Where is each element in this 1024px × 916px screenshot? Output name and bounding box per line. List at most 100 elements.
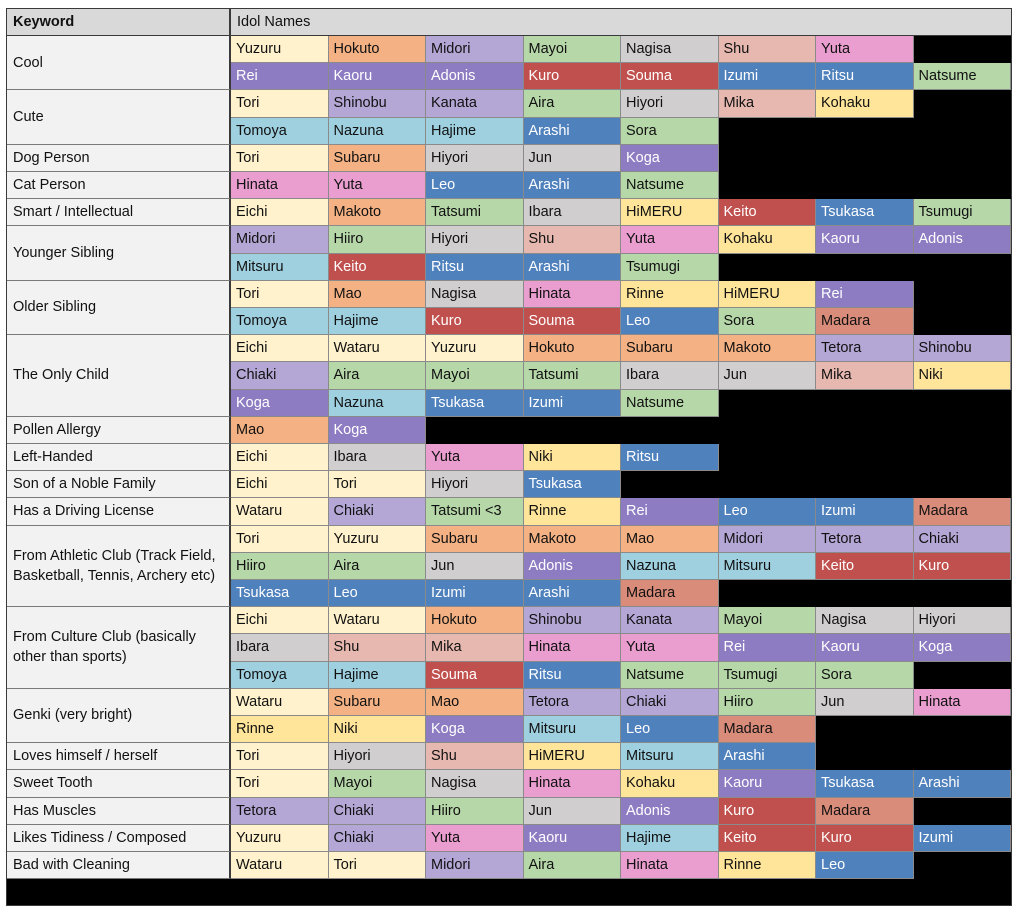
idol-name-cell[interactable]: Hiiro bbox=[718, 688, 816, 716]
idol-name-cell[interactable]: Tori bbox=[231, 743, 329, 771]
idol-name-cell[interactable]: Aira bbox=[328, 362, 426, 390]
idol-name-cell[interactable]: Rei bbox=[231, 63, 329, 91]
idol-name-cell[interactable]: Yuta bbox=[621, 634, 719, 662]
idol-name-cell[interactable]: Leo bbox=[718, 498, 816, 526]
idol-name-cell[interactable]: Arashi bbox=[523, 172, 621, 200]
idol-name-cell[interactable]: Tsukasa bbox=[231, 579, 329, 608]
idol-name-cell[interactable]: Rei bbox=[621, 498, 719, 526]
idol-name-cell[interactable]: Shu bbox=[328, 634, 426, 662]
idol-name-cell[interactable]: Ritsu bbox=[816, 63, 914, 91]
idol-name-cell[interactable]: Koga bbox=[426, 715, 524, 744]
keyword-cell[interactable]: Likes Tidiness / Composed bbox=[7, 824, 231, 852]
idol-name-cell[interactable]: Keito bbox=[816, 552, 914, 580]
idol-name-cell[interactable]: Tomoya bbox=[231, 307, 329, 336]
keyword-column-header[interactable]: Keyword bbox=[7, 9, 231, 36]
keyword-cell[interactable]: Cool bbox=[7, 36, 231, 91]
idol-name-cell[interactable]: Ibara bbox=[328, 444, 426, 472]
idol-name-cell[interactable]: Adonis bbox=[621, 797, 719, 825]
idol-name-cell[interactable]: Nagisa bbox=[426, 770, 524, 798]
idol-name-cell[interactable]: Mitsuru bbox=[621, 743, 719, 771]
idol-name-cell[interactable]: Arashi bbox=[523, 117, 621, 145]
keyword-cell[interactable]: Has a Driving License bbox=[7, 498, 231, 526]
idol-name-cell[interactable]: Hokuto bbox=[328, 36, 426, 64]
idol-name-cell[interactable]: Mitsuru bbox=[718, 552, 816, 580]
idol-name-cell[interactable]: Jun bbox=[816, 688, 914, 716]
idol-name-cell[interactable]: Hajime bbox=[621, 824, 719, 852]
idol-name-cell[interactable]: Nagisa bbox=[816, 607, 914, 635]
idol-name-cell[interactable]: Shinobu bbox=[913, 335, 1011, 363]
idol-name-cell[interactable]: Hiyori bbox=[426, 471, 524, 499]
idol-name-cell[interactable]: Yuzuru bbox=[426, 335, 524, 363]
idol-name-cell[interactable]: Jun bbox=[523, 144, 621, 172]
idol-name-cell[interactable]: Rinne bbox=[621, 280, 719, 308]
idol-name-cell[interactable]: Midori bbox=[426, 36, 524, 64]
idol-name-cell[interactable]: Niki bbox=[913, 362, 1011, 390]
idol-name-cell[interactable]: Hiiro bbox=[328, 226, 426, 254]
idol-name-cell[interactable]: HiMERU bbox=[621, 199, 719, 227]
idol-name-cell[interactable]: Mao bbox=[231, 416, 329, 444]
idol-name-cell[interactable]: Aira bbox=[523, 90, 621, 118]
idol-name-cell[interactable]: Hokuto bbox=[426, 607, 524, 635]
idol-name-cell[interactable]: Leo bbox=[328, 579, 426, 608]
idol-name-cell[interactable]: Arashi bbox=[523, 253, 621, 281]
idol-name-cell[interactable]: Chiaki bbox=[328, 824, 426, 852]
idol-name-cell[interactable]: Nagisa bbox=[621, 36, 719, 64]
idol-name-cell[interactable]: Midori bbox=[718, 525, 816, 553]
idol-name-cell[interactable]: Tatsumi bbox=[426, 199, 524, 227]
idol-name-cell[interactable]: Adonis bbox=[523, 552, 621, 580]
idol-name-cell[interactable]: Yuta bbox=[621, 226, 719, 254]
idol-name-cell[interactable]: Madara bbox=[621, 579, 719, 608]
idol-name-cell[interactable]: Aira bbox=[523, 852, 621, 880]
idol-name-cell[interactable]: Leo bbox=[621, 307, 719, 336]
keyword-cell[interactable]: Cat Person bbox=[7, 172, 231, 200]
idol-name-cell[interactable]: Rinne bbox=[523, 498, 621, 526]
idol-name-cell[interactable]: Tori bbox=[328, 852, 426, 880]
idol-name-cell[interactable]: Makoto bbox=[718, 335, 816, 363]
idol-name-cell[interactable]: Hiyori bbox=[426, 226, 524, 254]
idol-name-cell[interactable]: Nazuna bbox=[328, 117, 426, 145]
idol-name-cell[interactable]: Tatsumi bbox=[523, 362, 621, 390]
idol-name-cell[interactable]: Adonis bbox=[913, 226, 1011, 254]
idol-name-cell[interactable]: Hiiro bbox=[231, 552, 329, 580]
idol-name-cell[interactable]: Hinata bbox=[621, 852, 719, 880]
idol-name-cell[interactable]: Hiyori bbox=[328, 743, 426, 771]
idol-name-cell[interactable]: Wataru bbox=[231, 688, 329, 716]
idol-name-cell[interactable]: Hiyori bbox=[426, 144, 524, 172]
idol-name-cell[interactable]: Tomoya bbox=[231, 661, 329, 689]
idol-name-cell[interactable]: Souma bbox=[523, 307, 621, 336]
idol-name-cell[interactable]: Aira bbox=[328, 552, 426, 580]
idol-name-cell[interactable]: Eichi bbox=[231, 607, 329, 635]
idol-name-cell[interactable]: Hinata bbox=[523, 770, 621, 798]
idol-name-cell[interactable]: Madara bbox=[913, 498, 1011, 526]
idol-name-cell[interactable]: Arashi bbox=[913, 770, 1011, 798]
idol-name-cell[interactable]: Mitsuru bbox=[523, 715, 621, 744]
idol-name-cell[interactable]: Ritsu bbox=[523, 661, 621, 689]
idol-name-cell[interactable]: Hiiro bbox=[426, 797, 524, 825]
idol-name-cell[interactable]: Hiyori bbox=[913, 607, 1011, 635]
idol-name-cell[interactable]: Sora bbox=[621, 117, 719, 145]
idol-name-cell[interactable]: Mayoi bbox=[328, 770, 426, 798]
idol-name-cell[interactable]: Tsukasa bbox=[523, 471, 621, 499]
keyword-cell[interactable]: Dog Person bbox=[7, 144, 231, 172]
idol-name-cell[interactable]: Natsume bbox=[621, 172, 719, 200]
idol-name-cell[interactable]: Ritsu bbox=[621, 444, 719, 472]
idol-name-cell[interactable]: Rinne bbox=[718, 852, 816, 880]
idol-name-cell[interactable]: Makoto bbox=[328, 199, 426, 227]
idol-name-cell[interactable]: Tomoya bbox=[231, 117, 329, 145]
idol-name-cell[interactable]: Yuta bbox=[426, 444, 524, 472]
idol-name-cell[interactable]: Kuro bbox=[816, 824, 914, 852]
idol-name-cell[interactable]: Mitsuru bbox=[231, 253, 329, 281]
idol-name-cell[interactable]: Natsume bbox=[913, 63, 1011, 91]
idol-name-cell[interactable]: Tsukasa bbox=[816, 199, 914, 227]
idol-name-cell[interactable]: Kaoru bbox=[523, 824, 621, 852]
idol-name-cell[interactable]: Hajime bbox=[328, 307, 426, 336]
idol-name-cell[interactable]: Mayoi bbox=[718, 607, 816, 635]
idol-names-column-header[interactable]: Idol Names bbox=[231, 9, 1011, 36]
keyword-cell[interactable]: Sweet Tooth bbox=[7, 770, 231, 798]
idol-name-cell[interactable]: Yuta bbox=[816, 36, 914, 64]
idol-name-cell[interactable]: Kohaku bbox=[816, 90, 914, 118]
idol-name-cell[interactable]: Yuzuru bbox=[328, 525, 426, 553]
keyword-cell[interactable]: The Only Child bbox=[7, 335, 231, 417]
idol-name-cell[interactable]: Chiaki bbox=[328, 498, 426, 526]
idol-name-cell[interactable]: Niki bbox=[328, 715, 426, 744]
